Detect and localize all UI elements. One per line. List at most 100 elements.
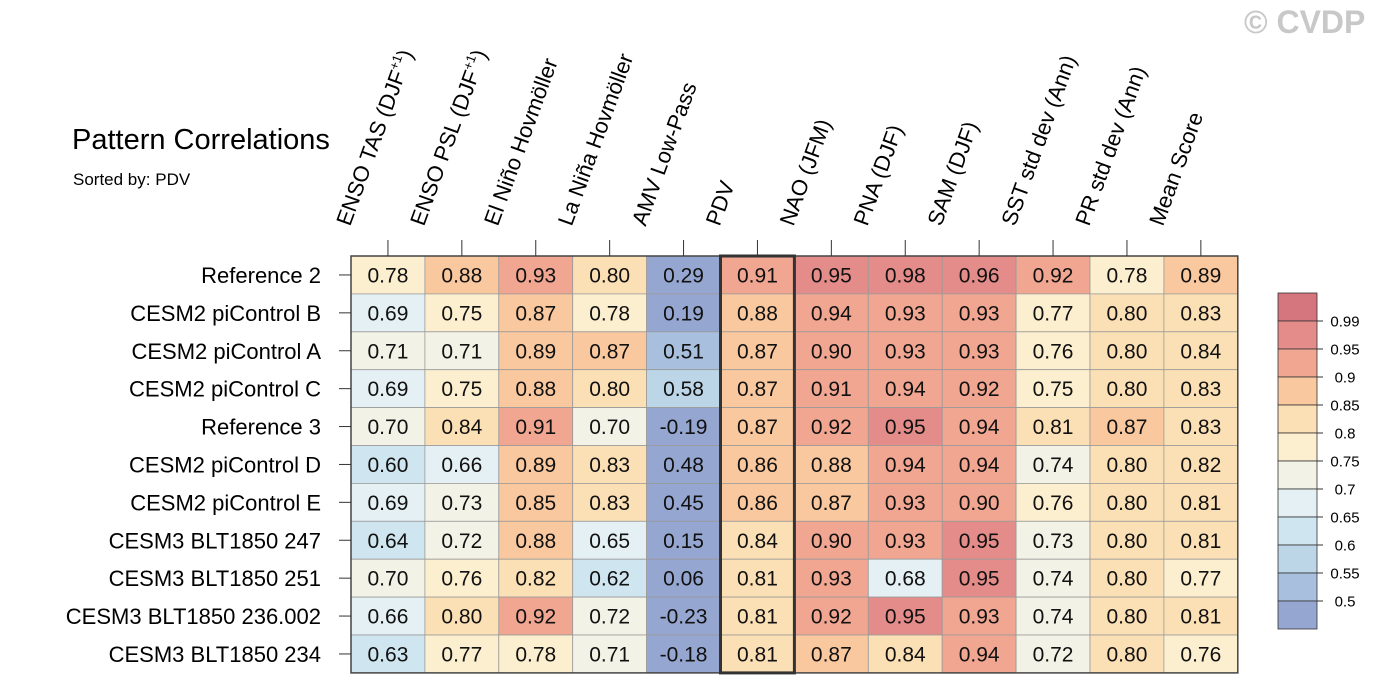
- cell-value: 0.83: [1180, 416, 1221, 439]
- cell-value: 0.81: [737, 643, 778, 666]
- cell-value: 0.94: [811, 302, 852, 325]
- row-label: CESM2 piControl C: [129, 377, 321, 402]
- cell-value: 0.95: [885, 416, 926, 439]
- cell-value: 0.65: [589, 530, 630, 553]
- cell-value: 0.92: [1033, 264, 1074, 287]
- heatmap-cell: [1163, 520, 1239, 560]
- heatmap-cell: [794, 369, 869, 409]
- colorbar-label: 0.55: [1330, 566, 1359, 583]
- cell-value: 0.88: [515, 530, 556, 553]
- sorted-by-label: Sorted by:: [73, 170, 151, 189]
- heatmap-cell: [794, 293, 869, 333]
- cell-value: 0.80: [589, 378, 630, 401]
- cell-value: 0.75: [441, 302, 482, 325]
- heatmap-cell: [646, 482, 721, 522]
- heatmap-cell: [1015, 255, 1091, 295]
- cell-value: 0.89: [1180, 264, 1221, 287]
- column-label: El Niño Hovmöller: [479, 55, 563, 229]
- heatmap-cell: [646, 331, 721, 371]
- cell-value: 0.84: [737, 530, 778, 553]
- row-label: Reference 2: [201, 263, 321, 288]
- cell-value: 0.63: [368, 643, 409, 666]
- cell-value: 0.87: [737, 340, 778, 363]
- cell-value: 0.81: [1033, 416, 1074, 439]
- row-label: CESM2 piControl D: [129, 452, 321, 477]
- colorbar-swatch: [1277, 488, 1318, 518]
- heatmap-cell: [1089, 331, 1165, 371]
- cell-value: 0.87: [811, 492, 852, 515]
- heatmap-cell: [498, 331, 574, 371]
- colorbar-swatch: [1277, 460, 1318, 490]
- column-label: SST std dev (Ann): [996, 52, 1081, 229]
- cell-value: 0.51: [663, 340, 704, 363]
- column-label: PR std dev (Ann): [1070, 63, 1151, 229]
- cell-value: 0.93: [885, 530, 926, 553]
- cell-value: 0.88: [441, 264, 482, 287]
- cell-value: 0.94: [959, 643, 1000, 666]
- cell-value: 0.91: [737, 264, 778, 287]
- colorbar-swatch: [1277, 348, 1318, 378]
- cell-value: 0.95: [959, 568, 1000, 591]
- column-label-text: PDV: [701, 177, 740, 228]
- column-label: ENSO TAS (DJF+1): [330, 46, 418, 229]
- cell-value: 0.68: [885, 568, 926, 591]
- heatmap-cell: [720, 407, 795, 446]
- colorbar-swatch: [1277, 376, 1318, 406]
- heatmap-cell: [498, 369, 574, 409]
- heatmap-cell: [350, 596, 426, 636]
- heatmap-cell: [1089, 445, 1165, 484]
- heatmap-cell: [1015, 445, 1091, 484]
- cell-value: 0.80: [441, 606, 482, 629]
- row-label: CESM3 BLT1850 236.002: [66, 604, 321, 629]
- row-label: CESM2 piControl A: [131, 339, 321, 364]
- cell-value: 0.92: [515, 606, 556, 629]
- heatmap-cell: [1163, 634, 1239, 674]
- cell-value: 0.81: [737, 606, 778, 629]
- cell-value: -0.18: [660, 643, 708, 666]
- heatmap-cell: [867, 407, 943, 446]
- cell-value: 0.80: [1107, 454, 1148, 477]
- cell-value: 0.88: [737, 302, 778, 325]
- heatmap-cell: [1015, 520, 1091, 560]
- cell-value: 0.76: [1033, 492, 1074, 515]
- cell-value: 0.93: [811, 568, 852, 591]
- heatmap-cell: [572, 596, 648, 636]
- cell-value: 0.45: [663, 492, 704, 515]
- chart-subtitle: Sorted by: PDV: [73, 170, 190, 190]
- heatmap-cell: [720, 369, 795, 409]
- heatmap-cell: [941, 293, 1017, 333]
- cell-value: 0.94: [959, 416, 1000, 439]
- cell-value: 0.81: [1180, 606, 1221, 629]
- cell-value: 0.83: [1180, 302, 1221, 325]
- heatmap-cell: [572, 293, 648, 333]
- cell-value: 0.72: [441, 530, 482, 553]
- column-label-text: PNA (DJF): [848, 121, 907, 228]
- heatmap-cell: [424, 482, 500, 522]
- cell-value: 0.76: [441, 568, 482, 591]
- heatmap-cell: [941, 407, 1017, 446]
- heatmap-cell: [572, 482, 648, 522]
- cell-value: 0.80: [1107, 643, 1148, 666]
- cell-value: 0.93: [515, 264, 556, 287]
- cell-value: 0.94: [885, 378, 926, 401]
- colorbar-label: 0.8: [1335, 426, 1356, 443]
- heatmap-cell: [720, 634, 795, 674]
- chart-title: Pattern Correlations: [72, 124, 330, 156]
- cell-value: 0.48: [663, 454, 704, 477]
- row-label: CESM3 BLT1850 234: [109, 642, 321, 667]
- cell-value: 0.74: [1033, 606, 1074, 629]
- heatmap-cell: [1089, 407, 1165, 446]
- heatmap-cell: [1015, 596, 1091, 636]
- colorbar: [1277, 292, 1318, 630]
- cell-value: 0.77: [441, 643, 482, 666]
- cell-value: 0.82: [515, 568, 556, 591]
- heatmap-cell: [646, 293, 721, 333]
- row-label: CESM2 piControl B: [130, 301, 321, 326]
- column-label-text: ENSO PSL (DJF: [405, 67, 484, 229]
- cell-value: 0.83: [589, 454, 630, 477]
- cell-value: 0.70: [368, 416, 409, 439]
- cell-value: 0.89: [515, 340, 556, 363]
- heatmap-cell: [350, 255, 426, 295]
- cell-value: 0.80: [1107, 568, 1148, 591]
- heatmap-cell: [350, 369, 426, 409]
